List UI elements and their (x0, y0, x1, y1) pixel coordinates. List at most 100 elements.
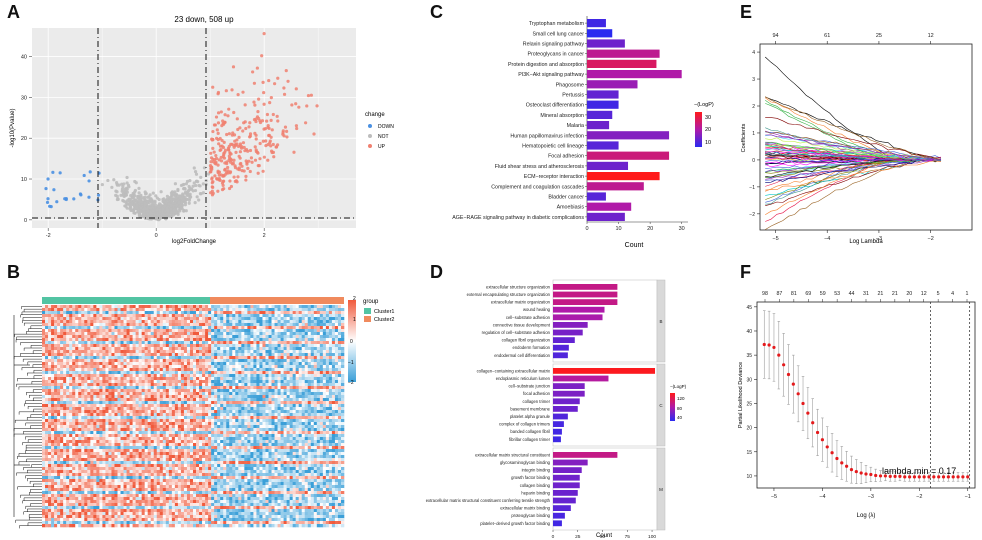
heatmap-cell (78, 395, 82, 399)
heatmap-cell (220, 377, 224, 381)
heatmap-cell (310, 398, 315, 402)
heatmap-cell (229, 407, 233, 411)
volcano-point-not (143, 203, 147, 208)
heatmap-cell (93, 341, 97, 345)
heatmap-cell (211, 380, 215, 384)
heatmap-cell (196, 317, 200, 321)
heatmap-cell (301, 380, 306, 384)
heatmap-cell (193, 392, 197, 396)
heatmap-cell (259, 359, 263, 363)
heatmap-cell (325, 359, 330, 363)
heatmap-cell (340, 386, 345, 390)
heatmap-cell (214, 341, 218, 345)
heatmap-cell (48, 353, 52, 357)
heatmap-cell (274, 386, 278, 390)
heatmap-cell (102, 380, 106, 384)
heatmap-cell (72, 410, 76, 414)
volcano-point-up (275, 114, 279, 118)
heatmap-cell (165, 392, 170, 396)
volcano-point-up (239, 146, 244, 150)
heatmap-cell (135, 317, 139, 321)
heatmap-cell (147, 410, 152, 414)
heatmap-cell (153, 386, 158, 390)
heatmap-cell (150, 353, 155, 357)
heatmap-cell (75, 368, 79, 372)
heatmap-cell (283, 317, 287, 321)
heatmap-cell (96, 332, 100, 336)
heatmap-cell (75, 383, 79, 387)
heatmap-cell (253, 317, 257, 321)
heatmap-cell (313, 407, 318, 411)
heatmap-cell (334, 320, 339, 324)
heatmap-cell (283, 374, 287, 378)
heatmap-cell (123, 317, 127, 321)
heatmap-cell (274, 320, 278, 324)
heatmap-cell (223, 320, 227, 324)
heatmap-cell (316, 392, 321, 396)
heatmap-cell (295, 326, 299, 330)
heatmap-cell (229, 311, 233, 315)
heatmap-cell (337, 404, 342, 408)
heatmap-cell (235, 407, 239, 411)
heatmap-cell (235, 398, 239, 402)
volcano-point-down (52, 188, 56, 192)
volcano-point-not (122, 182, 126, 186)
heatmap-cell (241, 311, 245, 315)
heatmap-cell (211, 344, 215, 348)
volcano-ylabel: -log10(Pvalue) (10, 108, 16, 147)
heatmap-cell (322, 326, 327, 330)
heatmap-cell (165, 377, 170, 381)
heatmap-cell (328, 353, 333, 357)
heatmap-cell (340, 377, 345, 381)
heatmap-cell (337, 407, 342, 411)
heatmap-cell (217, 401, 221, 405)
heatmap-cell (180, 317, 185, 321)
heatmap-cell (150, 410, 155, 414)
volcano-point-up (244, 147, 249, 152)
heatmap-cell (99, 374, 103, 378)
heatmap-cell (262, 344, 266, 348)
heatmap-cell (102, 347, 106, 351)
heatmap-cell (129, 317, 133, 321)
heatmap-cell (295, 359, 299, 363)
panel-label-b: B (7, 262, 20, 282)
heatmap-cell (123, 362, 127, 366)
heatmap-cell (168, 332, 173, 336)
heatmap-cell (108, 356, 112, 360)
heatmap-cell (138, 383, 142, 387)
heatmap-cell (189, 404, 194, 408)
heatmap-cell (307, 392, 312, 396)
volcano-point-up (231, 131, 235, 135)
heatmap-cell (223, 308, 227, 312)
heatmap-cell (235, 401, 239, 405)
heatmap-cell (48, 356, 52, 360)
heatmap-cell (262, 368, 266, 372)
heatmap-cell (96, 386, 100, 390)
heatmap-cell (159, 398, 164, 402)
heatmap-cell (69, 407, 73, 411)
heatmap-cell (45, 362, 49, 366)
heatmap-cell (256, 311, 260, 315)
heatmap-cell (165, 395, 170, 399)
heatmap-cell (180, 410, 185, 414)
volcano-point-not (159, 190, 163, 194)
heatmap-cell (93, 392, 97, 396)
heatmap-cell (42, 356, 46, 360)
heatmap-cell (102, 404, 106, 408)
heatmap-cell (126, 317, 130, 321)
heatmap-cell (304, 401, 309, 405)
heatmap-cell (144, 329, 148, 333)
heatmap-cell (199, 335, 203, 339)
volcano-point-not (183, 203, 187, 207)
heatmap-cell (205, 308, 209, 312)
heatmap-cell (244, 359, 248, 363)
heatmap-cell (180, 314, 185, 318)
heatmap-cell (147, 377, 152, 381)
heatmap-cell (156, 347, 161, 351)
heatmap-cell (111, 311, 115, 315)
heatmap-cell (177, 341, 182, 345)
heatmap-cell (51, 305, 55, 309)
heatmap-cell (304, 320, 309, 324)
heatmap-cell (223, 404, 227, 408)
heatmap-cell (250, 338, 254, 342)
